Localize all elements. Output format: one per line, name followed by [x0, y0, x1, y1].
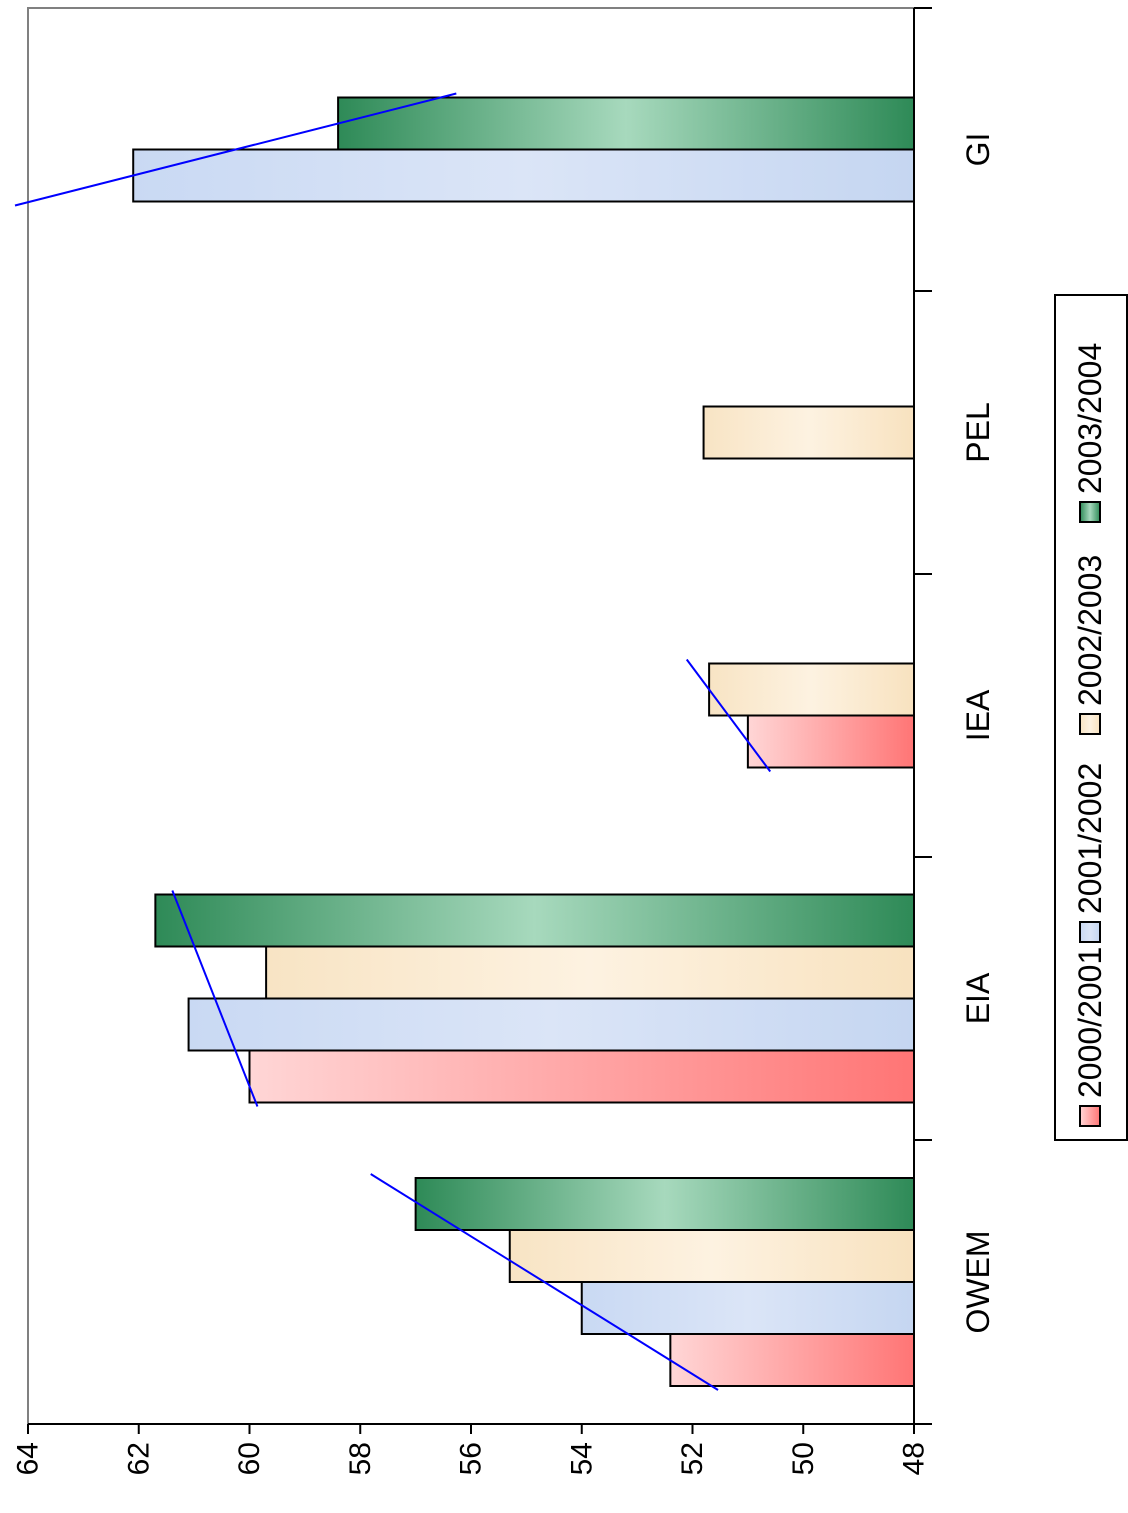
category-label: EIA	[960, 972, 996, 1024]
bar-owem-2000-2001	[669, 1333, 915, 1387]
legend-swatch	[1079, 713, 1101, 735]
bar-iea-2000-2001	[746, 714, 915, 769]
category-label: PEL	[960, 402, 996, 462]
bar-pel-2002-2003	[702, 405, 916, 460]
trend-line-owem	[370, 1173, 719, 1391]
category-label: OWEM	[960, 1230, 996, 1333]
legend-label: 2002/2003	[1072, 555, 1108, 706]
value-axis-ticks: 48 50 52 54 56 58 60 62 64	[12, 1424, 931, 1475]
bar-eia-2000-2001	[248, 1049, 915, 1104]
category-axis-ticks: OWEM EIA IEA PEL GI	[914, 7, 996, 1425]
value-tick-label: 48	[898, 1442, 931, 1475]
legend: 2000/2001 2001/2002 2002/2003 2003/2004	[1054, 294, 1128, 1141]
value-tick-label: 60	[233, 1442, 266, 1475]
bar-owem-2001-2002	[580, 1281, 915, 1335]
category-label: GI	[960, 133, 996, 167]
legend-swatch	[1079, 921, 1101, 943]
value-tick-label: 56	[455, 1442, 488, 1475]
legend-swatch	[1079, 1105, 1101, 1127]
bar-eia-2001-2002	[187, 997, 915, 1052]
value-tick-label: 62	[122, 1442, 155, 1475]
legend-label: 2003/2004	[1072, 343, 1108, 494]
trend-line-eia	[171, 890, 259, 1107]
value-tick-label: 64	[12, 1442, 45, 1475]
bar-gi-2001-2002	[132, 148, 915, 203]
legend-swatch	[1079, 501, 1101, 523]
trend-lines-layer	[14, 92, 772, 1391]
value-tick-label: 50	[787, 1442, 820, 1475]
value-tick-label: 54	[565, 1442, 598, 1475]
category-label: IEA	[960, 689, 996, 741]
bar-owem-2003-2004	[414, 1177, 915, 1231]
trend-line-iea	[685, 658, 772, 773]
bars-layer	[132, 96, 916, 1387]
bar-owem-2002-2003	[508, 1229, 915, 1283]
trend-line-gi	[14, 92, 457, 207]
bar-iea-2002-2003	[708, 662, 915, 717]
value-tick-label: 52	[676, 1442, 709, 1475]
value-tick-label: 58	[344, 1442, 377, 1475]
legend-label: 2000/2001	[1072, 947, 1108, 1098]
bar-gi-2003-2004	[337, 96, 916, 151]
bar-eia-2003-2004	[154, 893, 916, 948]
bar-eia-2002-2003	[265, 945, 915, 1000]
legend-label: 2001/2002	[1072, 763, 1108, 914]
